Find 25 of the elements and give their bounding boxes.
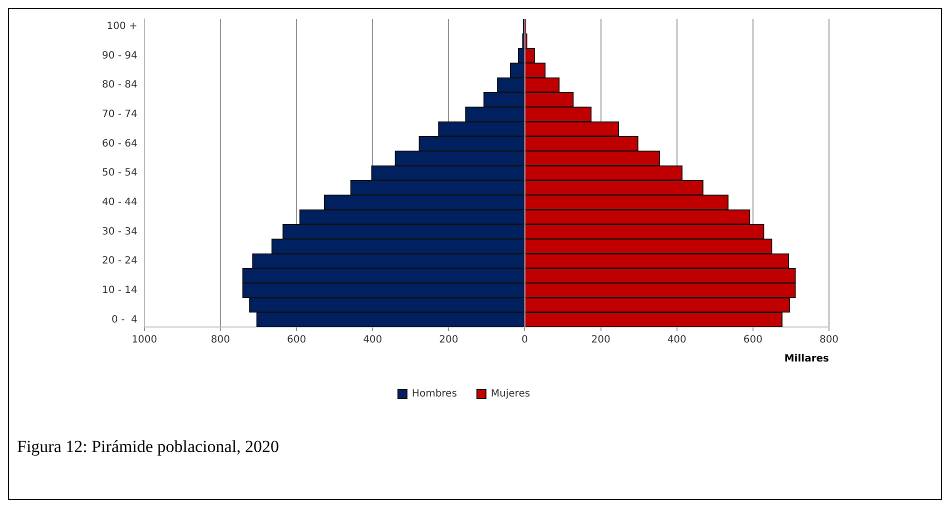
y-tick-label: 0 - 4: [112, 314, 138, 326]
x-tick-label: 400: [363, 334, 382, 346]
y-tick-label: 20 - 24: [102, 256, 138, 267]
y-tick-label: 60 - 64: [102, 138, 138, 150]
x-tick-label: 200: [439, 334, 458, 346]
y-tick-label: 30 - 34: [102, 226, 138, 238]
y-tick-label: 80 - 84: [102, 80, 138, 91]
y-tick-label: 70 - 74: [102, 108, 138, 120]
x-axis-title: Millares: [784, 354, 830, 365]
x-tick-label: 200: [591, 334, 610, 346]
x-tick-label: 800: [210, 334, 230, 346]
y-tick-label: 50 - 54: [102, 168, 138, 179]
x-tick-label: 0: [522, 334, 528, 346]
x-tick-label: 600: [287, 334, 306, 346]
x-tick-label: 1000: [132, 334, 158, 346]
legend-label: Hombres: [412, 388, 457, 400]
x-tick-label: 800: [819, 334, 839, 346]
y-tick-label: 10 - 14: [102, 284, 138, 296]
x-tick-label: 600: [743, 334, 762, 346]
legend-label: Mujeres: [490, 388, 530, 400]
y-tick-label: 100 +: [106, 20, 138, 32]
y-tick-label: 40 - 44: [102, 196, 138, 208]
x-tick-label: 400: [667, 334, 686, 346]
y-tick-label: 90 - 94: [102, 50, 138, 62]
text: Figura 12: Pirámide poblacional, 2020: [17, 437, 280, 457]
